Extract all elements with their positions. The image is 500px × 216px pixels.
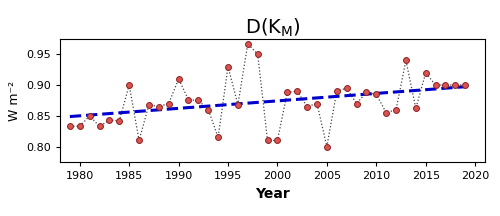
Point	[274, 139, 281, 142]
Point	[382, 111, 390, 114]
Point	[313, 102, 321, 105]
Point	[86, 114, 94, 118]
Point	[116, 119, 124, 122]
Point	[96, 125, 104, 128]
X-axis label: Year: Year	[255, 187, 290, 201]
Point	[342, 86, 350, 90]
Point	[76, 125, 84, 128]
Point	[332, 89, 340, 93]
Point	[461, 83, 469, 87]
Point	[145, 103, 153, 106]
Point	[372, 92, 380, 96]
Point	[106, 118, 114, 122]
Point	[254, 52, 262, 56]
Title: D(K$_\mathregular{M}$): D(K$_\mathregular{M}$)	[244, 17, 300, 39]
Point	[422, 71, 430, 75]
Point	[214, 136, 222, 139]
Point	[234, 103, 242, 106]
Point	[303, 105, 311, 108]
Point	[194, 99, 202, 102]
Point	[224, 65, 232, 68]
Y-axis label: W m⁻²: W m⁻²	[8, 80, 20, 121]
Point	[392, 108, 400, 111]
Point	[284, 91, 292, 94]
Point	[174, 77, 182, 81]
Point	[442, 83, 450, 87]
Point	[125, 83, 133, 87]
Point	[432, 83, 440, 87]
Point	[352, 102, 360, 105]
Point	[204, 108, 212, 111]
Point	[244, 42, 252, 46]
Point	[412, 107, 420, 110]
Point	[362, 91, 370, 94]
Point	[293, 89, 301, 93]
Point	[184, 98, 192, 102]
Point	[164, 102, 172, 105]
Point	[155, 105, 163, 108]
Point	[66, 125, 74, 128]
Point	[402, 59, 410, 62]
Point	[323, 145, 331, 148]
Point	[264, 139, 272, 142]
Point	[452, 83, 460, 87]
Point	[135, 139, 143, 142]
